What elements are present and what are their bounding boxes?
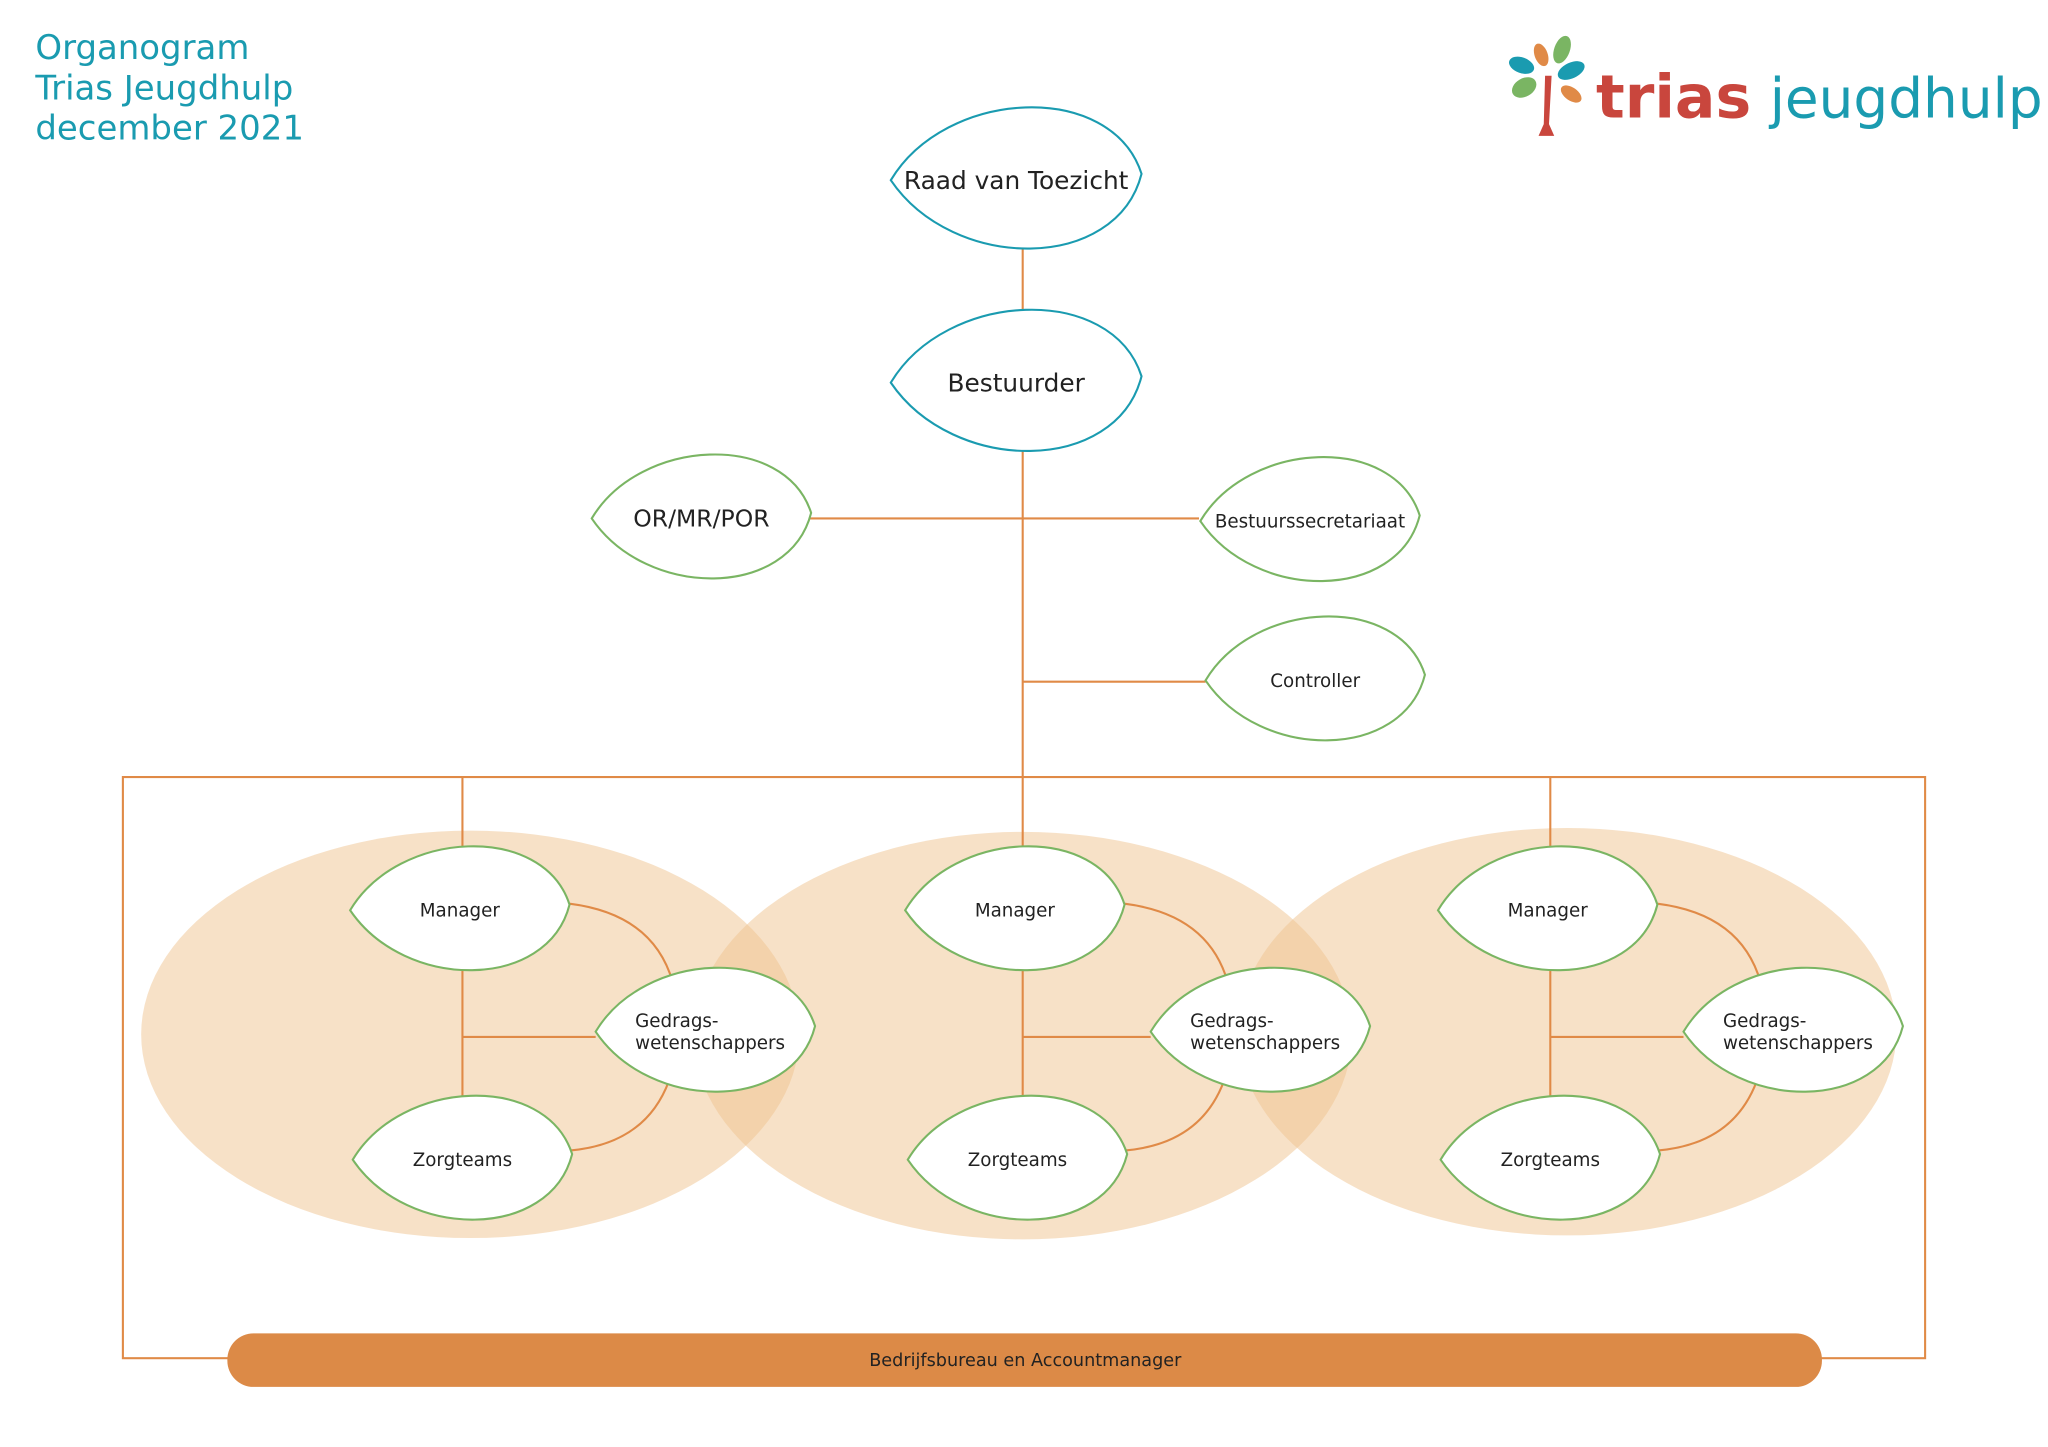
node-or-mr-por: OR/MR/POR <box>590 453 813 580</box>
node-label: Manager <box>420 901 501 922</box>
connector <box>809 244 1206 778</box>
node-label: Gedrags- <box>635 1011 718 1032</box>
tree-logo-icon <box>1509 35 1585 136</box>
node-gedragswetenschappers: Gedrags-wetenschappers <box>1682 966 1904 1093</box>
node-label: Zorgteams <box>1501 1150 1600 1171</box>
node-shape <box>351 1094 574 1221</box>
node-shape <box>1204 615 1427 742</box>
node-controller: Controller <box>1204 615 1427 742</box>
title-line: Organogram <box>35 28 249 68</box>
node-shape <box>590 453 813 580</box>
team-bubble <box>141 830 800 1239</box>
node-bestuurder: Bestuurder <box>889 308 1143 453</box>
node-zorgteams: Zorgteams <box>906 1094 1129 1221</box>
node-shape <box>1199 456 1421 583</box>
bar-label: Bedrijfsbureau en Accountmanager <box>869 1351 1182 1371</box>
node-gedragswetenschappers: Gedrags-wetenschappers <box>594 966 817 1093</box>
node-label: OR/MR/POR <box>633 505 769 533</box>
logo-word-jeugdhulp: jeugdhulp <box>1769 67 2043 131</box>
team-connector <box>461 777 674 1152</box>
node-label: Zorgteams <box>968 1150 1067 1171</box>
node-label: Manager <box>975 901 1056 922</box>
node-label: Gedrags- <box>1190 1011 1273 1032</box>
node-zorgteams: Zorgteams <box>351 1094 574 1221</box>
title-line: december 2021 <box>35 109 304 149</box>
node-shape <box>889 106 1143 250</box>
node-label: wetenschappers <box>1723 1033 1873 1054</box>
title-block: Organogram Trias Jeugdhulp december 2021 <box>34 28 304 149</box>
node-manager: Manager <box>903 845 1126 972</box>
node-gedragswetenschappers: Gedrags-wetenschappers <box>1149 966 1372 1093</box>
team-connector <box>1549 777 1762 1152</box>
node-label: wetenschappers <box>1190 1033 1340 1054</box>
node-shape <box>889 308 1143 453</box>
logo-word-trias: trias <box>1596 63 1751 133</box>
node-label: Controller <box>1270 671 1360 692</box>
node-shape <box>348 845 571 972</box>
node-zorgteams: Zorgteams <box>1439 1094 1662 1221</box>
node-label: Gedrags- <box>1723 1011 1806 1032</box>
node-shape <box>906 1094 1129 1221</box>
node-raad-van-toezicht: Raad van Toezicht <box>889 106 1143 250</box>
node-label: wetenschappers <box>635 1033 785 1054</box>
node-shape <box>1682 966 1904 1093</box>
node-shape <box>1149 966 1372 1093</box>
team-bubble <box>1238 827 1897 1236</box>
node-label: Raad van Toezicht <box>904 166 1129 195</box>
node-shape <box>1436 845 1659 972</box>
node-label: Zorgteams <box>413 1150 512 1171</box>
node-manager: Manager <box>348 845 571 972</box>
node-label: Bestuurssecretariaat <box>1215 511 1405 532</box>
title-line: Trias Jeugdhulp <box>34 68 293 108</box>
node-shape <box>594 966 817 1093</box>
team-connector <box>1021 777 1229 1152</box>
node-shape <box>1439 1094 1662 1221</box>
node-shape <box>903 845 1126 972</box>
bedrijfsbureau-bar: Bedrijfsbureau en Accountmanager <box>227 1333 1822 1387</box>
node-label: Manager <box>1508 901 1589 922</box>
node-label: Bestuurder <box>948 368 1086 397</box>
node-bestuurssecretariaat: Bestuurssecretariaat <box>1199 456 1421 583</box>
logo: trias jeugdhulp <box>1509 35 2043 136</box>
node-manager: Manager <box>1436 845 1659 972</box>
